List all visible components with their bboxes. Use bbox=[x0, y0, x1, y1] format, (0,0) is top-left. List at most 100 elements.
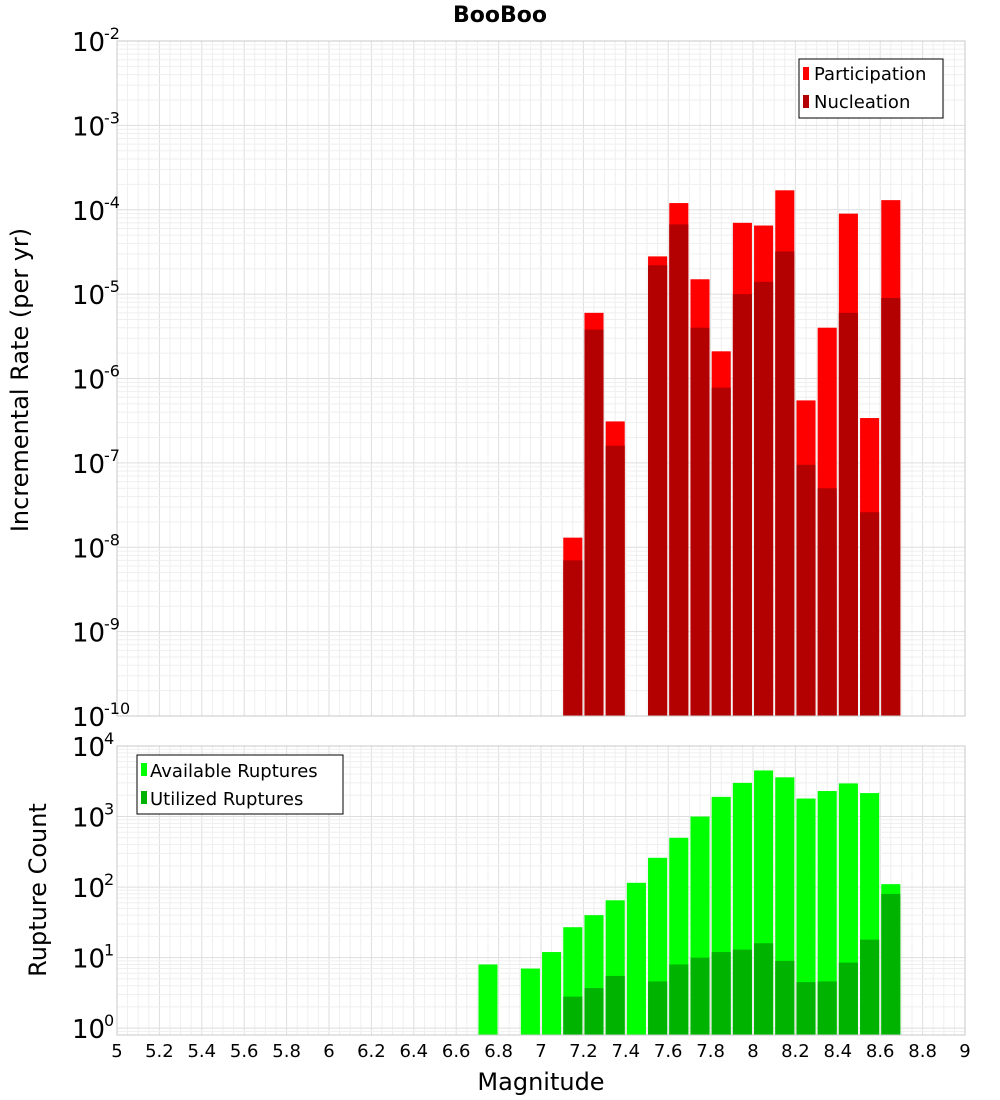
count-bar-series2 bbox=[775, 960, 795, 1035]
rate-y-tick-exponent: -9 bbox=[104, 615, 120, 634]
rate-y-axis-label: Incremental Rate (per yr) bbox=[6, 228, 34, 532]
x-tick-label: 7.4 bbox=[611, 1041, 640, 1062]
x-tick-label: 8.8 bbox=[908, 1041, 937, 1062]
count-y-tick-exponent: 1 bbox=[104, 941, 114, 960]
count-bar-series2 bbox=[860, 939, 880, 1035]
count-bar-series2 bbox=[881, 893, 901, 1035]
count-bar-series2 bbox=[732, 949, 752, 1035]
count-bar-series2 bbox=[669, 964, 689, 1035]
rate-bar-series2 bbox=[775, 251, 795, 716]
rate-legend: Participation Nucleation bbox=[798, 58, 944, 119]
count-bar-series1 bbox=[796, 798, 816, 1035]
rate-bar-series2 bbox=[690, 327, 710, 716]
rate-bar-series2 bbox=[732, 294, 752, 716]
rate-bar-series2 bbox=[711, 387, 731, 716]
x-tick-label: 8.6 bbox=[866, 1041, 895, 1062]
rate-y-tick-exponent: -4 bbox=[104, 193, 120, 212]
count-bar-series1 bbox=[542, 952, 562, 1035]
rate-grid bbox=[116, 40, 966, 717]
count-bar-series2 bbox=[563, 996, 583, 1035]
rate-y-tick-label: 10 bbox=[72, 366, 105, 396]
rate-bar-series2 bbox=[754, 281, 774, 716]
x-tick-label: 6.4 bbox=[399, 1041, 428, 1062]
x-tick-label: 5.8 bbox=[272, 1041, 301, 1062]
x-tick-label: 7 bbox=[535, 1041, 546, 1062]
rate-y-tick-label: 10 bbox=[72, 197, 105, 227]
x-tick-label: 5 bbox=[111, 1041, 122, 1062]
rate-bar-series2 bbox=[817, 488, 837, 716]
count-plot-frame bbox=[116, 745, 966, 1036]
rate-y-tick-exponent: -3 bbox=[104, 108, 120, 127]
x-tick-label: 7.8 bbox=[696, 1041, 725, 1062]
available-legend-swatch bbox=[141, 763, 147, 776]
count-bar-series2 bbox=[711, 952, 731, 1035]
nucleation-legend-swatch bbox=[803, 95, 809, 108]
count-y-tick-label: 10 bbox=[72, 1015, 105, 1045]
count-bar-series1 bbox=[478, 964, 498, 1035]
x-tick-label: 6.2 bbox=[357, 1041, 386, 1062]
count-y-tick-label: 10 bbox=[72, 733, 105, 763]
rate-y-tick-exponent: -7 bbox=[104, 446, 120, 465]
x-tick-label: 7.2 bbox=[569, 1041, 598, 1062]
rate-bar-series2 bbox=[669, 224, 689, 717]
x-tick-label: 5.4 bbox=[187, 1041, 216, 1062]
rate-y-tick-label: 10 bbox=[72, 28, 105, 58]
count-bar-series2 bbox=[605, 975, 625, 1035]
count-bar-series2 bbox=[690, 957, 710, 1035]
rate-bar-series2 bbox=[563, 560, 583, 716]
rate-y-tick-label: 10 bbox=[72, 281, 105, 311]
count-bar-series1 bbox=[520, 968, 540, 1035]
rate-y-tick-exponent: -8 bbox=[104, 530, 120, 549]
x-axis-ticks: 5 5.2 5.4 5.6 5.8 6 6.2 6.4 6.6 6.8 7 7.2 7.4 7.6 7.8 8… bbox=[111, 1041, 970, 1062]
rate-bar-series2 bbox=[881, 297, 901, 716]
chart-title: BooBoo bbox=[453, 3, 547, 28]
x-tick-label: 9 bbox=[959, 1041, 970, 1062]
count-bar-series2 bbox=[754, 943, 774, 1035]
count-y-axis-label: Rupture Count bbox=[24, 803, 52, 977]
rate-y-tick-label: 10 bbox=[72, 703, 105, 733]
x-tick-label: 6.8 bbox=[484, 1041, 513, 1062]
rate-y-tick-exponent: -10 bbox=[104, 699, 130, 718]
x-tick-label: 6.6 bbox=[442, 1041, 471, 1062]
rate-y-tick-label: 10 bbox=[72, 534, 105, 564]
count-y-tick-exponent: 3 bbox=[104, 800, 114, 819]
count-y-tick-label: 10 bbox=[72, 874, 105, 904]
count-y-tick-exponent: 0 bbox=[104, 1011, 114, 1030]
rate-bar-series2 bbox=[648, 265, 668, 716]
x-axis-label: Magnitude bbox=[477, 1068, 604, 1096]
rate-y-tick-exponent: -5 bbox=[104, 277, 120, 296]
rate-plot-frame bbox=[116, 40, 966, 717]
x-tick-label: 8 bbox=[747, 1041, 758, 1062]
rate-bar-series2 bbox=[584, 329, 604, 716]
available-legend-label: Available Ruptures bbox=[150, 761, 318, 782]
rate-bar-series2 bbox=[605, 445, 625, 716]
count-bar-series2 bbox=[584, 988, 604, 1035]
participation-legend-swatch bbox=[803, 67, 809, 80]
rate-legend-box bbox=[798, 58, 944, 119]
count-y-tick-label: 10 bbox=[72, 804, 105, 834]
rate-y-tick-label: 10 bbox=[72, 450, 105, 480]
x-tick-label: 5.6 bbox=[230, 1041, 259, 1062]
utilized-legend-swatch bbox=[141, 791, 147, 804]
count-legend: Available Ruptures Utilized Ruptures bbox=[136, 754, 344, 815]
count-y-tick-exponent: 2 bbox=[104, 870, 114, 889]
count-bar-series1 bbox=[626, 882, 646, 1035]
rate-bar-series2 bbox=[838, 312, 858, 716]
count-bar-series2 bbox=[796, 982, 816, 1035]
x-tick-label: 8.2 bbox=[781, 1041, 810, 1062]
rate-y-tick-exponent: -6 bbox=[104, 362, 120, 381]
x-tick-label: 6 bbox=[323, 1041, 334, 1062]
rate-y-tick-label: 10 bbox=[72, 112, 105, 142]
count-bars bbox=[478, 770, 901, 1035]
count-bar-series2 bbox=[838, 962, 858, 1035]
rate-bar-series2 bbox=[860, 512, 880, 716]
count-bar-series2 bbox=[648, 981, 668, 1035]
count-y-tick-exponent: 4 bbox=[104, 729, 114, 748]
count-y-tick-label: 10 bbox=[72, 945, 105, 975]
rate-bars bbox=[563, 190, 901, 717]
